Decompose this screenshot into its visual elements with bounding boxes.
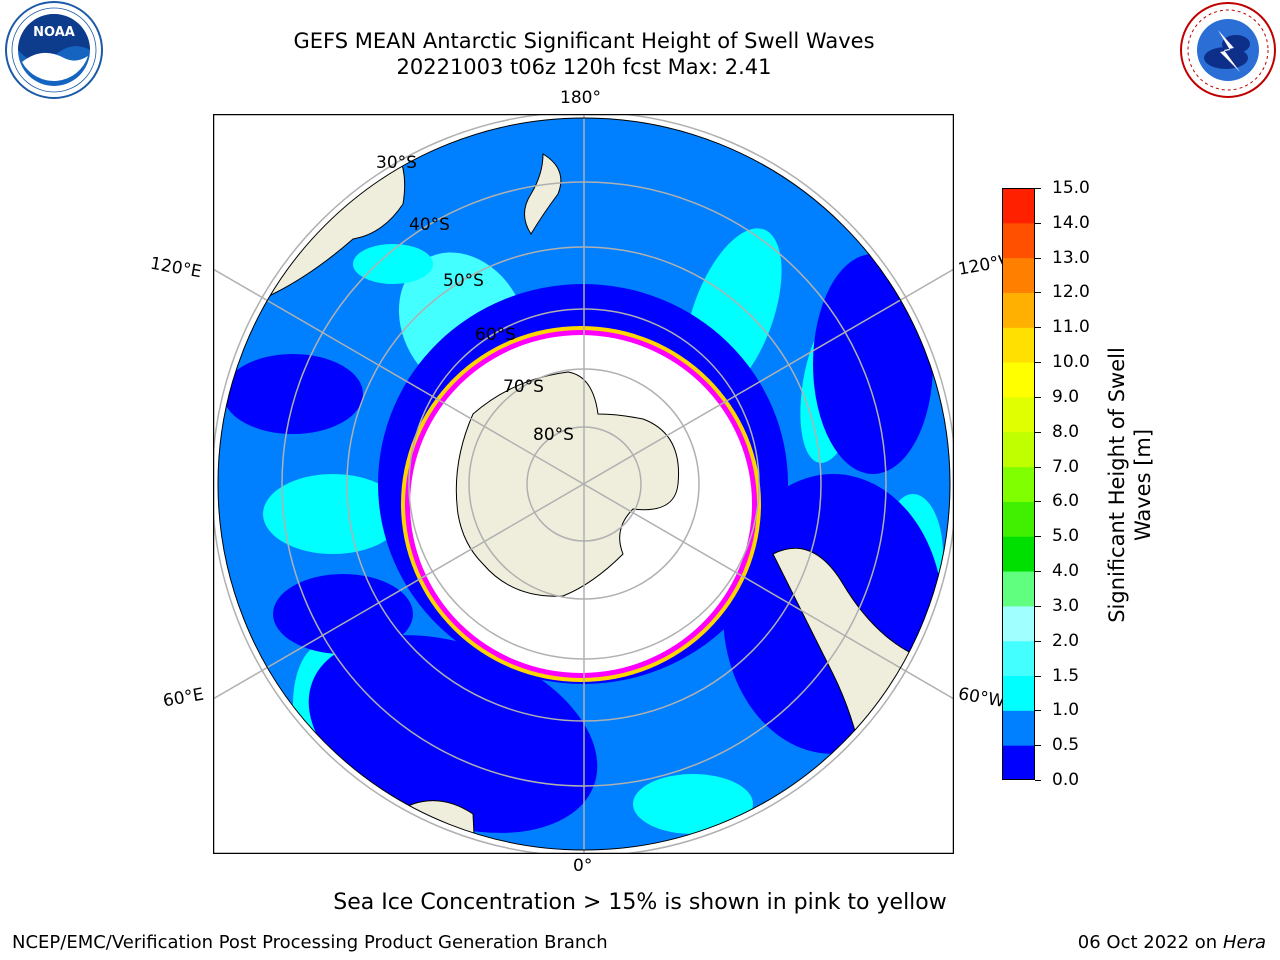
- svg-text:NOAA: NOAA: [33, 25, 75, 40]
- colorbar-segment: [1002, 362, 1035, 398]
- colorbar-tick-label: 1.5: [1052, 665, 1080, 686]
- colorbar-tick-label: 8.0: [1052, 421, 1080, 442]
- colorbar-segment: [1002, 536, 1035, 572]
- colorbar-label-line2: Waves [m]: [1131, 428, 1155, 542]
- nws-logo: [1180, 2, 1276, 98]
- lat-label-40s: 40°S: [409, 215, 450, 235]
- colorbar-tick-label: 9.0: [1052, 386, 1080, 407]
- colorbar-border: [1002, 188, 1035, 780]
- plot-subtitle: 20221003 t06z 120h fcst Max: 2.41: [396, 55, 772, 79]
- colorbar-segment: [1002, 710, 1035, 746]
- colorbar-tick-label: 7.0: [1052, 456, 1080, 477]
- colorbar-tick-label: 3.0: [1052, 595, 1080, 616]
- lon-label-0: 0°: [573, 856, 593, 876]
- colorbar-segment: [1002, 605, 1035, 642]
- colorbar-tick-label: 5.0: [1052, 526, 1080, 547]
- colorbar-tick-mark: [1035, 222, 1041, 224]
- footer-credit: NCEP/EMC/Verification Post Processing Pr…: [12, 932, 608, 953]
- lon-label-60w: 60°W: [956, 684, 1006, 712]
- colorbar-tick-mark: [1035, 396, 1041, 398]
- colorbar-tick-mark: [1035, 431, 1041, 433]
- colorbar-tick-mark: [1035, 501, 1041, 503]
- colorbar-tick-mark: [1035, 327, 1041, 329]
- noaa-logo: NOAA: [5, 1, 103, 99]
- colorbar-tick-mark: [1035, 292, 1041, 294]
- colorbar-tick-label: 1.0: [1052, 700, 1080, 721]
- colorbar-segment: [1002, 222, 1035, 259]
- lat-label-70s: 70°S: [503, 377, 544, 397]
- colorbar-segment: [1002, 501, 1035, 537]
- colorbar-tick-mark: [1035, 466, 1041, 468]
- colorbar-tick-mark: [1035, 710, 1041, 712]
- colorbar: [1002, 188, 1035, 780]
- colorbar-tick-label: 0.5: [1052, 735, 1080, 756]
- footer-host: Hera: [1222, 932, 1266, 953]
- colorbar-tick-label: 14.0: [1052, 212, 1090, 233]
- polar-map: 30°S 40°S 50°S 60°S 70°S 80°S: [213, 114, 954, 854]
- colorbar-tick-label: 12.0: [1052, 282, 1090, 303]
- colorbar-tick-mark: [1035, 780, 1041, 781]
- colorbar-tick-mark: [1035, 675, 1041, 677]
- colorbar-tick-label: 15.0: [1052, 178, 1090, 198]
- colorbar-tick-label: 0.0: [1052, 770, 1080, 790]
- colorbar-tick-label: 11.0: [1052, 317, 1090, 338]
- colorbar-tick-mark: [1035, 640, 1041, 642]
- lat-label-60s: 60°S: [475, 325, 516, 345]
- footer-date: 06 Oct 2022 on Hera: [1078, 932, 1266, 953]
- colorbar-tick-mark: [1035, 571, 1041, 573]
- lon-label-120w: 120°W: [956, 252, 1006, 280]
- colorbar-segment: [1002, 675, 1035, 711]
- plot-title: GEFS MEAN Antarctic Significant Height o…: [293, 29, 875, 53]
- lat-label-80s: 80°S: [533, 425, 574, 445]
- colorbar-segment: [1002, 466, 1035, 502]
- sea-ice-note: Sea Ice Concentration > 15% is shown in …: [333, 890, 947, 915]
- colorbar-segment: [1002, 640, 1035, 677]
- colorbar-tick-mark: [1035, 536, 1041, 538]
- colorbar-tick-mark: [1035, 188, 1041, 189]
- colorbar-segment: [1002, 327, 1035, 363]
- colorbar-label-line1: Significant Height of Swell: [1105, 347, 1129, 623]
- colorbar-tick-mark: [1035, 745, 1041, 747]
- lon-label-120e: 120°E: [148, 253, 204, 283]
- colorbar-segment: [1002, 396, 1035, 433]
- lon-label-60e: 60°E: [161, 684, 206, 712]
- footer-date-text: 06 Oct 2022 on: [1077, 932, 1223, 953]
- colorbar-segment: [1002, 745, 1035, 780]
- colorbar-tick-mark: [1035, 362, 1041, 364]
- colorbar-segment: [1002, 188, 1035, 224]
- colorbar-segment: [1002, 571, 1035, 607]
- colorbar-tick-mark: [1035, 257, 1041, 259]
- colorbar-tick-mark: [1035, 605, 1041, 607]
- colorbar-tick-label: 4.0: [1052, 561, 1080, 582]
- colorbar-tick-label: 6.0: [1052, 491, 1080, 512]
- colorbar-segment: [1002, 257, 1035, 293]
- colorbar-tick-label: 13.0: [1052, 247, 1090, 268]
- lon-label-180: 180°: [560, 88, 601, 108]
- colorbar-segment: [1002, 292, 1035, 328]
- colorbar-tick-label: 10.0: [1052, 352, 1090, 373]
- lat-label-50s: 50°S: [443, 271, 484, 291]
- colorbar-segment: [1002, 431, 1035, 468]
- lat-label-30s: 30°S: [376, 153, 417, 173]
- colorbar-tick-label: 2.0: [1052, 630, 1080, 651]
